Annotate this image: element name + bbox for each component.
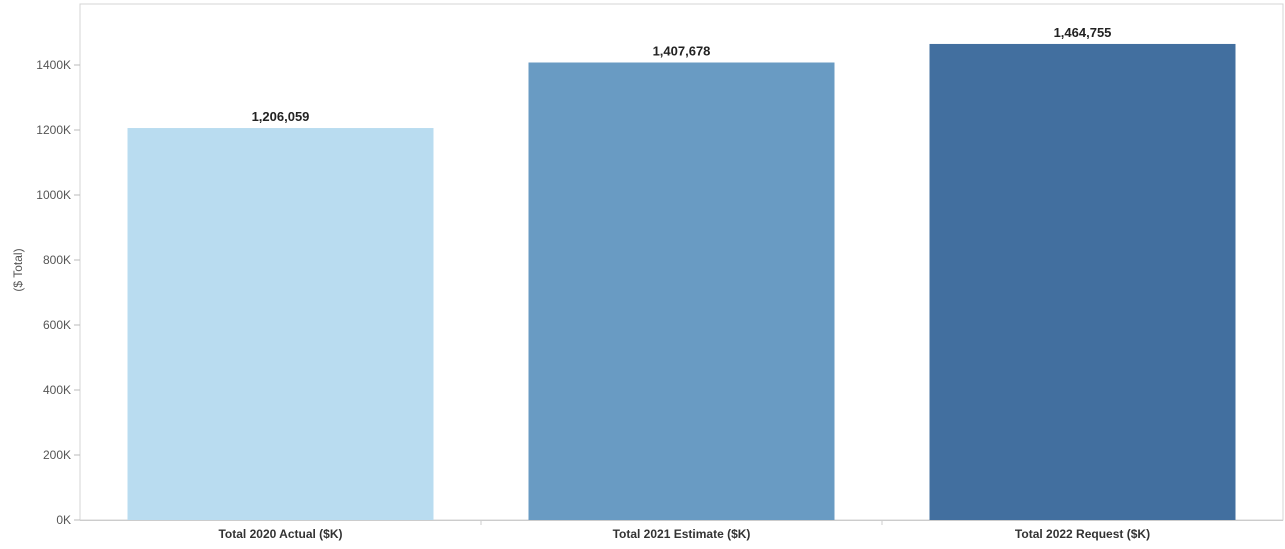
bar[interactable] bbox=[929, 43, 1236, 521]
y-tick-label: 600K bbox=[43, 318, 71, 332]
y-tick-label: 800K bbox=[43, 253, 71, 267]
bar-value-label: 1,407,678 bbox=[653, 44, 711, 59]
y-axis-title: ($ Total) bbox=[11, 248, 25, 291]
y-tick-label: 200K bbox=[43, 448, 71, 462]
y-tick-label: 1000K bbox=[36, 188, 71, 202]
bar[interactable] bbox=[127, 128, 434, 520]
y-tick-label: 1200K bbox=[36, 123, 71, 137]
bar-value-label: 1,206,059 bbox=[252, 109, 310, 124]
y-tick-label: 0K bbox=[56, 513, 71, 527]
bar[interactable] bbox=[528, 62, 835, 521]
x-category-label: Total 2020 Actual ($K) bbox=[218, 527, 342, 541]
x-category-label: Total 2022 Request ($K) bbox=[1015, 527, 1150, 541]
y-tick-label: 1400K bbox=[36, 58, 71, 72]
y-tick-label: 400K bbox=[43, 383, 71, 397]
x-category-label: Total 2021 Estimate ($K) bbox=[613, 527, 751, 541]
bar-value-label: 1,464,755 bbox=[1054, 25, 1112, 40]
